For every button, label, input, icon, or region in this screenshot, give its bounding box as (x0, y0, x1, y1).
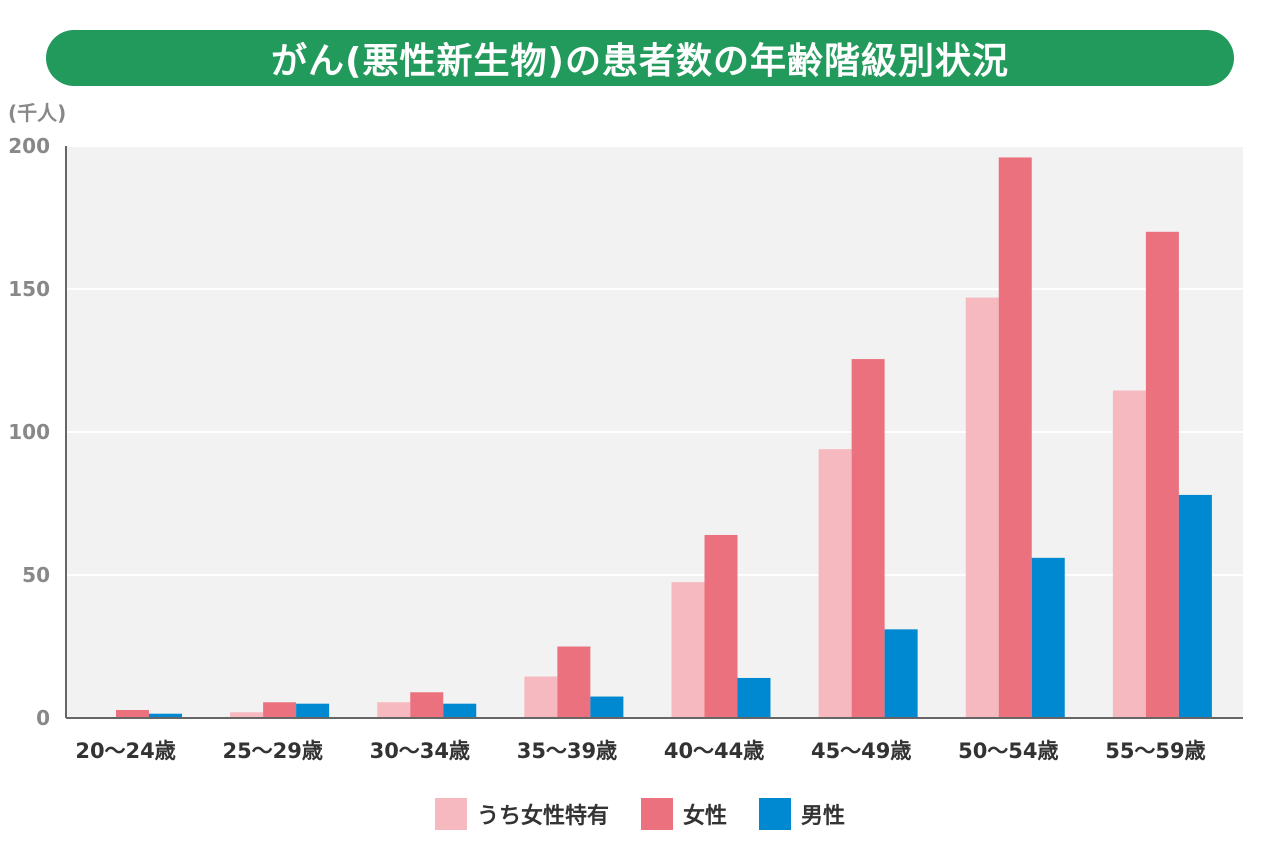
bar (1031, 557, 1065, 718)
bar (410, 692, 444, 718)
bar (443, 703, 477, 718)
x-tick-label: 30〜34歳 (370, 739, 470, 763)
bar (230, 712, 264, 718)
x-tick-label: 55〜59歳 (1105, 739, 1205, 763)
bar (965, 297, 999, 718)
legend-swatch-male (759, 798, 791, 830)
bar-chart: (千人) 200 150 100 50 0 20〜24歳 25〜29歳 30〜34歳 35〜39… (8, 101, 1243, 763)
legend-item-male: 男性 (759, 798, 845, 830)
y-tick-label: 50 (22, 563, 50, 587)
bar (149, 713, 182, 718)
bar (296, 703, 330, 718)
x-tick-label: 50〜54歳 (958, 739, 1058, 763)
legend-label-female: 女性 (682, 804, 727, 829)
bar (1112, 390, 1146, 718)
legend-label-female-specific: うち女性特有 (476, 804, 609, 829)
bar (884, 629, 918, 718)
x-tick-label: 20〜24歳 (75, 739, 175, 763)
x-tick-label: 45〜49歳 (811, 739, 911, 763)
y-tick-label: 100 (8, 420, 50, 444)
chart-title: がん(悪性新生物)の患者数の年齢階級別状況 (46, 30, 1234, 86)
bar (671, 582, 705, 718)
x-tick-label: 40〜44歳 (664, 739, 764, 763)
bar (590, 696, 624, 718)
bar (524, 676, 558, 718)
legend-swatch-female-specific (434, 798, 467, 830)
x-tick-label: 25〜29歳 (222, 739, 322, 763)
y-tick-label: 0 (36, 706, 50, 730)
legend-item-female: 女性 (640, 798, 727, 830)
bar (704, 534, 738, 718)
bar (1178, 494, 1212, 718)
y-tick-label: 150 (8, 277, 50, 301)
bar (1145, 231, 1179, 719)
bar (737, 677, 771, 718)
bar (998, 157, 1032, 718)
bar (263, 702, 297, 718)
legend: うち女性特有 女性 男性 (0, 796, 1280, 832)
legend-label-male: 男性 (801, 804, 846, 829)
y-tick-label: 200 (8, 134, 50, 158)
x-tick-label: 35〜39歳 (517, 739, 617, 763)
bar (818, 449, 852, 718)
legend-swatch-female (640, 798, 673, 830)
bar (557, 646, 591, 718)
y-axis-label: (千人) (8, 101, 66, 125)
bar (851, 359, 885, 718)
bar (116, 709, 149, 718)
legend-item-female-specific: うち女性特有 (434, 798, 609, 830)
bar (377, 702, 411, 718)
